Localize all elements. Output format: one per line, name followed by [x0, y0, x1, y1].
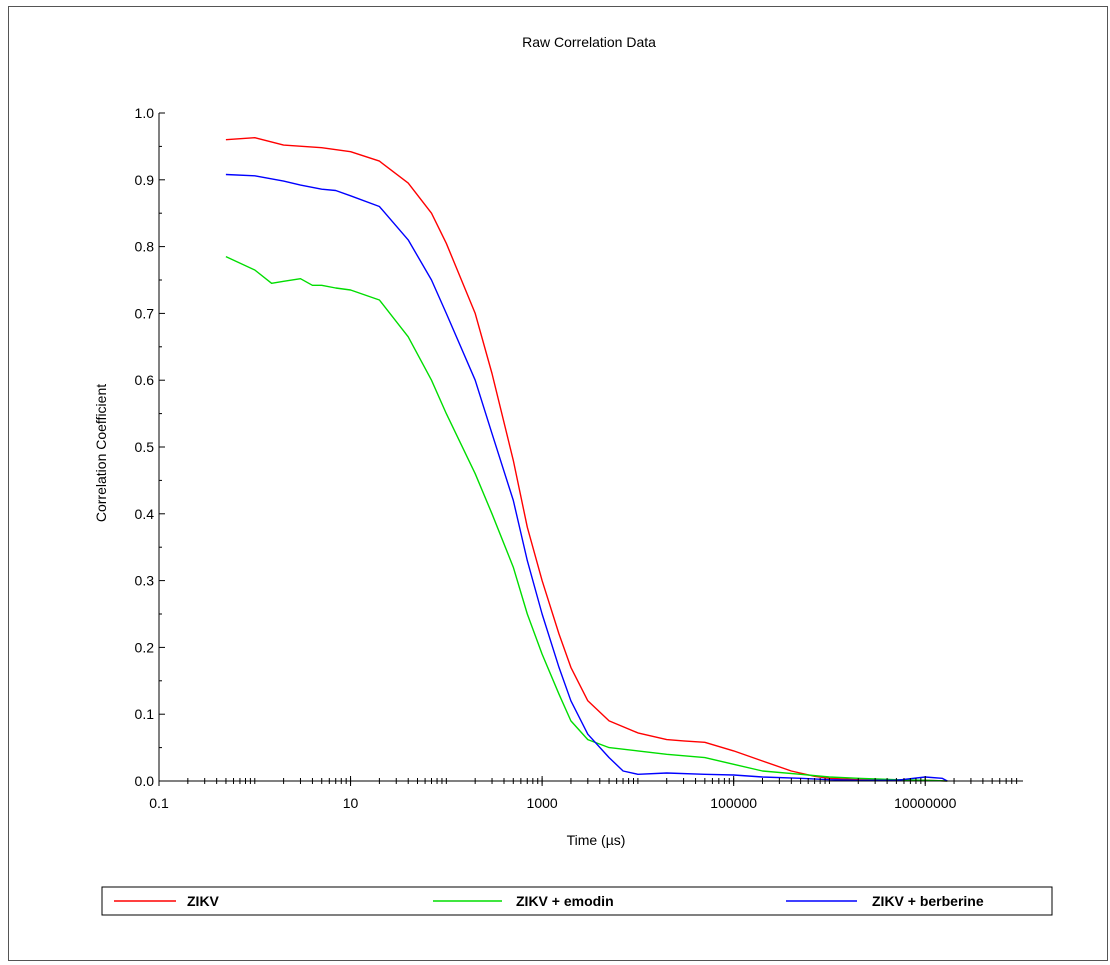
series-line-zikv	[225, 136, 948, 782]
y-tick-label: 0.2	[135, 639, 155, 655]
chart-title: Raw Correlation Data	[522, 34, 656, 50]
series-line-zikv-berberine	[225, 173, 948, 782]
axes: 0.1 10 1000 100000 10000000 0.0 0.1 0.2 0.3 0.4 0.…	[135, 105, 1023, 811]
x-axis-label: Time (µs)	[567, 832, 626, 848]
x-tick-label: 100000	[710, 795, 757, 811]
y-tick-label: 1.0	[135, 105, 155, 121]
x-tick-label: 10	[343, 795, 359, 811]
plot-area	[225, 136, 948, 782]
y-tick-label: 0.1	[135, 706, 155, 722]
series-line-zikv-emodin	[225, 255, 948, 782]
y-tick-label: 0.8	[135, 239, 155, 255]
y-axis-label: Correlation Coefficient	[93, 384, 109, 522]
legend-box	[101, 886, 1053, 916]
y-tick-label: 0.6	[135, 372, 155, 388]
x-tick-label: 1000	[527, 795, 558, 811]
y-tick-label: 0.0	[135, 773, 155, 789]
x-tick-label: 0.1	[149, 795, 169, 811]
legend: ZIKV ZIKV + emodin ZIKV + berberine	[101, 886, 1053, 916]
legend-label-emodin: ZIKV + emodin	[516, 893, 614, 909]
chart-svg: Raw Correlation Data 0.1 10 1000 100000 1000…	[93, 34, 1053, 916]
legend-label-zikv: ZIKV	[187, 893, 220, 909]
y-tick-label: 0.4	[135, 506, 155, 522]
x-tick-label: 10000000	[894, 795, 957, 811]
chart-frame: Raw Correlation Data 0.1 10 1000 100000 1000…	[8, 6, 1108, 961]
y-tick-label: 0.5	[135, 439, 155, 455]
y-tick-label: 0.7	[135, 305, 155, 321]
y-tick-label: 0.9	[135, 172, 155, 188]
y-tick-label: 0.3	[135, 573, 155, 589]
legend-label-berberine: ZIKV + berberine	[872, 893, 984, 909]
